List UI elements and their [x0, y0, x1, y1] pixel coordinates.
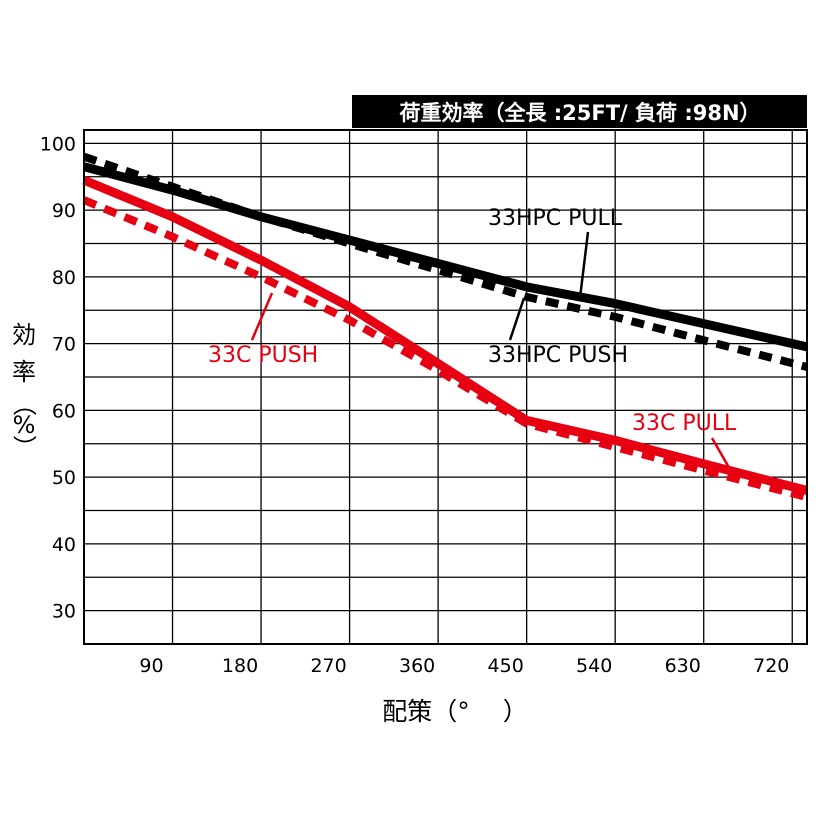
series-line-33c-push — [82, 196, 809, 501]
y-axis-label-char: 効 — [12, 321, 36, 349]
y-axis-label-char: （ — [10, 392, 38, 416]
x-tick-label: 540 — [576, 655, 612, 677]
grid — [84, 130, 807, 644]
x-tick-label: 90 — [139, 655, 163, 677]
y-tick-label: 30 — [52, 601, 76, 623]
y-axis-label-char: 率 — [12, 358, 36, 386]
y-tick-label: 80 — [52, 267, 76, 289]
series-label-33c-push: 33C PUSH — [208, 343, 318, 368]
y-tick-label: 100 — [40, 133, 76, 155]
x-tick-label: 450 — [488, 655, 524, 677]
label-pointer-line — [578, 231, 590, 299]
series-labels: 33HPC PULL 33HPC PUSH 33C PUSH 33C PULL — [208, 206, 737, 436]
series-line-33c-pull — [82, 175, 809, 495]
y-tick-label: 70 — [52, 334, 76, 356]
x-tick-label: 630 — [665, 655, 701, 677]
title-banner: 荷重効率（全長 :25FT/ 負荷 :98N） — [352, 95, 807, 128]
y-axis-label-char: % — [13, 411, 36, 439]
y-tick-labels: 30 40 50 60 70 80 90 100 — [40, 133, 76, 622]
title-background — [352, 95, 807, 128]
label-pointer-line — [710, 437, 737, 479]
series-line-33hpc-pull — [82, 162, 808, 352]
y-tick-label: 60 — [52, 400, 76, 422]
y-axis-label: 効率 （%） — [10, 321, 38, 459]
x-tick-label: 180 — [222, 655, 258, 677]
x-tick-labels: 90 180 270 360 450 540 630 720 — [139, 655, 789, 677]
series-label-33hpc-pull: 33HPC PULL — [488, 206, 623, 231]
label-pointers — [250, 231, 737, 479]
series-line-33hpc-push — [82, 152, 809, 371]
x-tick-label: 720 — [753, 655, 789, 677]
x-axis-label: 配策（° ） — [382, 697, 527, 726]
y-tick-label: 90 — [52, 200, 76, 222]
plot-frame — [83, 129, 808, 645]
series-lines — [82, 152, 809, 501]
chart-title: 荷重効率（全長 :25FT/ 負荷 :98N） — [399, 101, 760, 125]
y-tick-label: 40 — [52, 534, 76, 556]
x-tick-label: 270 — [310, 655, 346, 677]
y-tick-label: 50 — [52, 467, 76, 489]
y-axis-label-char: ） — [10, 435, 38, 459]
x-tick-label: 360 — [399, 655, 435, 677]
series-label-33c-pull: 33C PULL — [632, 411, 737, 436]
series-label-33hpc-push: 33HPC PUSH — [488, 343, 628, 368]
label-pointer-line — [250, 292, 274, 341]
label-pointer-line — [508, 297, 526, 341]
